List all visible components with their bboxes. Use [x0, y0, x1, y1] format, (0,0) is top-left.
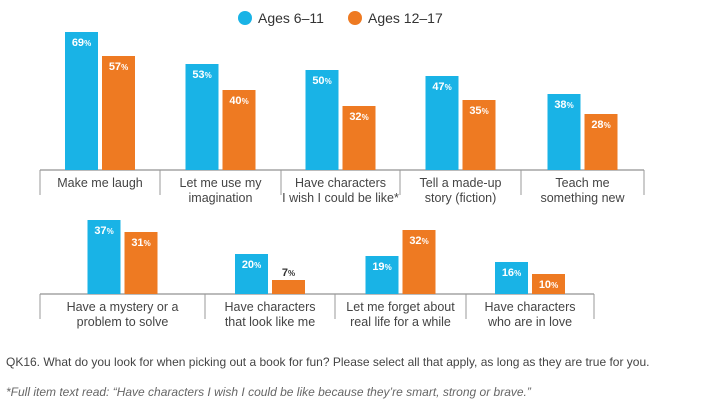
data-label: 47% [432, 81, 451, 93]
legend-swatch-1 [238, 11, 252, 25]
bar-ages-6-11 [547, 94, 581, 170]
data-label: 32% [409, 235, 428, 247]
data-label: 40% [229, 95, 248, 107]
data-label: 38% [554, 99, 573, 111]
bar-ages-12-17 [124, 232, 158, 294]
legend-swatch-2 [348, 11, 362, 25]
category-label: Let me use my [180, 176, 263, 190]
bar-ages-12-17 [342, 106, 376, 170]
bar-ages-12-17 [402, 230, 436, 294]
bar-ages-6-11 [305, 70, 339, 170]
category-label: Have characters [295, 176, 386, 190]
bar-ages-12-17 [532, 274, 565, 294]
category-label: story (fiction) [425, 191, 497, 205]
bar-ages-12-17 [462, 100, 496, 170]
bar-ages-12-17 [222, 90, 256, 170]
category-label: who are in love [487, 315, 572, 329]
category-label: imagination [189, 191, 253, 205]
category-label: something new [540, 191, 625, 205]
category-label: I wish I could be like* [282, 191, 399, 205]
category-label: Let me forget about [346, 300, 455, 314]
data-label: 32% [349, 111, 368, 123]
category-label: that look like me [225, 315, 315, 329]
bar-ages-6-11 [365, 256, 399, 294]
bar-ages-12-17 [272, 280, 305, 294]
data-label: 50% [312, 75, 331, 87]
data-label: 16% [502, 267, 521, 279]
legend-label-1: Ages 6–11 [258, 10, 324, 26]
data-label: 20% [242, 259, 261, 271]
legend-label-2: Ages 12–17 [368, 10, 443, 26]
category-label: Have characters [224, 300, 315, 314]
category-label: Teach me [555, 176, 609, 190]
data-label: 28% [591, 119, 610, 131]
data-label: 69% [72, 37, 91, 49]
category-label: Tell a made-up [420, 176, 502, 190]
bar-ages-6-11 [185, 64, 219, 170]
bar-chart: Ages 6–11 Ages 12–17 69% 57% Make me laugh 53… [39, 10, 645, 329]
data-label: 7% [282, 267, 295, 279]
data-label: 35% [469, 105, 488, 117]
category-label: Have a mystery or a [67, 300, 179, 314]
bar-ages-6-11 [87, 220, 121, 294]
category-label: problem to solve [77, 315, 169, 329]
bar-ages-6-11 [495, 262, 528, 294]
full-item-note: *Full item text read: “Have characters I… [6, 385, 531, 399]
bar-ages-12-17 [584, 114, 618, 170]
bar-ages-6-11 [65, 32, 98, 170]
data-label: 19% [372, 261, 391, 273]
data-label: 53% [192, 69, 211, 81]
data-label: 57% [109, 61, 128, 73]
question-note: QK16. What do you look for when picking … [6, 355, 650, 369]
category-label: real life for a while [350, 315, 451, 329]
data-label: 37% [94, 225, 113, 237]
bar-ages-6-11 [425, 76, 459, 170]
bar-ages-12-17 [102, 56, 135, 170]
data-label: 10% [539, 279, 558, 291]
data-label: 31% [131, 237, 150, 249]
bar-ages-6-11 [235, 254, 268, 294]
category-label: Make me laugh [57, 176, 143, 190]
category-label: Have characters [484, 300, 575, 314]
